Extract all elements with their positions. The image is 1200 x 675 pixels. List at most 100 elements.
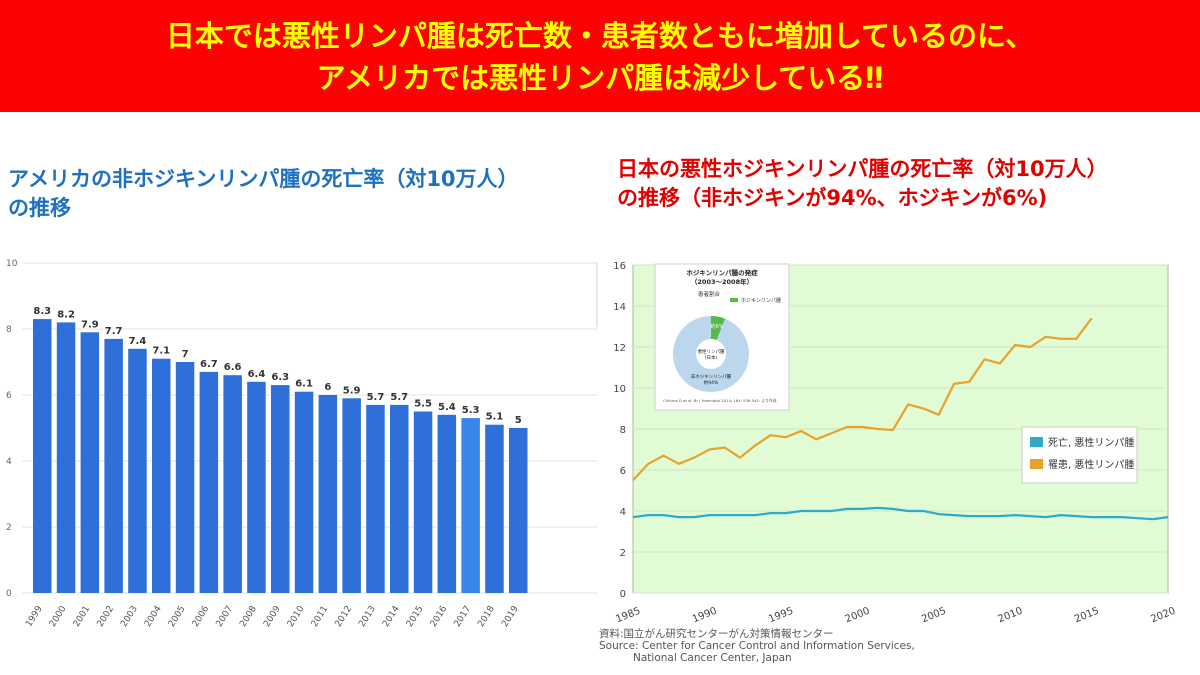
x-tick-label: 2020 [1149, 606, 1177, 626]
bar-value-label: 7.7 [105, 326, 123, 337]
bar-value-label: 7.1 [152, 346, 170, 357]
us-chart-title-line-2: の推移 [8, 196, 71, 220]
bar-value-label: 7.9 [81, 319, 99, 330]
bar-value-label: 8.2 [57, 309, 75, 320]
x-tick-label: 2008 [238, 604, 259, 629]
y-tick-label: 6 [6, 391, 12, 401]
y-tick-label: 8 [620, 425, 626, 436]
bar-value-label: 5.7 [367, 392, 385, 403]
x-tick-label: 2003 [119, 604, 140, 629]
bar-value-label: 5.9 [343, 385, 361, 396]
bar [223, 375, 242, 593]
x-tick-label: 2005 [167, 604, 188, 629]
inset-title-line-2: （2003〜2008年） [691, 277, 753, 286]
y-tick-label: 10 [6, 259, 18, 269]
us-bar-chart: 0 2 4 6 8 10 8.3 1999 8.2 2000 7.9 2001 7.7 2002 7.4 20… [6, 259, 598, 629]
bar-value-label: 7 [182, 349, 189, 360]
bar [366, 404, 385, 593]
x-tick-label: 2018 [476, 604, 497, 629]
legend-label: 罹患, 悪性リンパ腫 [1048, 458, 1134, 471]
y-tick-label: 6 [620, 466, 626, 477]
y-tick-label: 12 [613, 343, 626, 354]
bar [33, 319, 52, 593]
headline-line-1: 日本では悪性リンパ腫は死亡数・患者数ともに増加しているのに、 [165, 19, 1035, 53]
x-tick-label: 1999 [24, 604, 45, 629]
x-tick-label: 2007 [215, 604, 236, 629]
y-tick-label: 16 [613, 261, 626, 272]
legend-label: 死亡, 悪性リンパ腫 [1048, 436, 1134, 449]
headline-banner: 日本では悪性リンパ腫は死亡数・患者数ともに増加しているのに、 アメリカでは悪性リ… [0, 0, 1200, 112]
legend-swatch [1030, 459, 1043, 469]
pie-slice-label: 約6% [711, 323, 724, 330]
bar [437, 414, 457, 593]
x-tick-label: 2000 [48, 604, 69, 629]
bar [342, 398, 361, 593]
pie-bottom-line-2: 約94% [704, 379, 719, 386]
inset-legend-label: ホジキンリンパ腫 [741, 297, 781, 304]
bar-value-label: 6 [324, 382, 331, 393]
bar [199, 371, 219, 593]
bar [56, 322, 76, 593]
bar [175, 362, 195, 593]
bar [128, 348, 147, 593]
x-tick-label: 1990 [691, 606, 719, 626]
bar-value-label: 5.7 [390, 392, 408, 403]
x-tick-label: 2002 [96, 604, 117, 629]
pie-bottom-line-1: 非ホジキンリンパ腫 [691, 373, 732, 380]
source-note: 資料:国立がん研究センターがん対策情報センター Source: Center f… [599, 628, 915, 664]
series-line-deaths [632, 506, 1169, 521]
bar-value-label: 6.6 [224, 362, 242, 373]
bar [104, 338, 123, 593]
pie-center-line-1: 悪性リンパ腫 [698, 348, 725, 355]
x-tick-label: 2001 [72, 604, 93, 629]
bar [485, 424, 504, 593]
series-line-incidence [632, 317, 1093, 482]
x-tick-label: 2019 [500, 604, 521, 629]
inset-title-line-1: ホジキンリンパ腫の発症 [686, 268, 758, 277]
bar-value-label: 7.4 [129, 336, 147, 347]
x-tick-label: 2010 [997, 606, 1025, 626]
y-tick-label: 4 [6, 457, 12, 467]
source-line-3: National Cancer Center, Japan [633, 652, 792, 664]
x-tick-label: 2014 [381, 604, 402, 629]
pie-hole [696, 339, 726, 369]
bar [247, 381, 266, 593]
x-tick-label: 2017 [453, 604, 474, 629]
us-chart-title: アメリカの非ホジキンリンパ腫の死亡率（対10万人） の推移 [8, 165, 519, 223]
bar [294, 391, 314, 593]
bar-value-label: 5 [515, 415, 522, 426]
y-tick-label: 0 [6, 589, 12, 599]
bar-value-label: 6.1 [295, 379, 313, 390]
inset-subtitle: 患者割合 [698, 290, 721, 298]
y-tick-label: 10 [613, 384, 626, 395]
bar-value-label: 5.3 [462, 405, 480, 416]
x-tick-label: 2010 [286, 604, 307, 629]
jp-line-chart: 0 2 4 6 8 10 12 14 16 1985 1990 1995 2000 2005 2010 201… [613, 261, 1177, 626]
x-tick-label: 1985 [614, 606, 642, 626]
bar-value-label: 5.1 [486, 412, 504, 423]
legend-swatch [1030, 437, 1043, 447]
inset-citation: Chihara D et al. Br J Haematol 2014; 164… [663, 398, 777, 403]
x-tick-label: 2015 [405, 604, 426, 629]
x-tick-label: 2012 [334, 604, 355, 629]
y-tick-label: 2 [6, 523, 12, 533]
source-line-1: 資料:国立がん研究センターがん対策情報センター [599, 628, 834, 640]
bar-value-label: 6.3 [271, 372, 289, 383]
x-tick-label: 2016 [429, 604, 450, 629]
x-tick-label: 2000 [844, 606, 872, 626]
x-tick-label: 2011 [310, 604, 331, 629]
bar [152, 358, 171, 593]
bar [271, 385, 290, 593]
y-tick-label: 4 [620, 507, 626, 518]
bar-value-label: 6.4 [248, 369, 266, 380]
bar-value-label: 5.5 [414, 399, 432, 410]
inset-legend-swatch [730, 298, 738, 302]
bar [461, 418, 480, 593]
y-tick-label: 8 [6, 325, 12, 335]
pie-center-line-2: (日本) [705, 354, 718, 361]
bar [509, 428, 528, 593]
bar [318, 395, 338, 593]
source-line-2: Source: Center for Cancer Control and In… [599, 640, 915, 652]
